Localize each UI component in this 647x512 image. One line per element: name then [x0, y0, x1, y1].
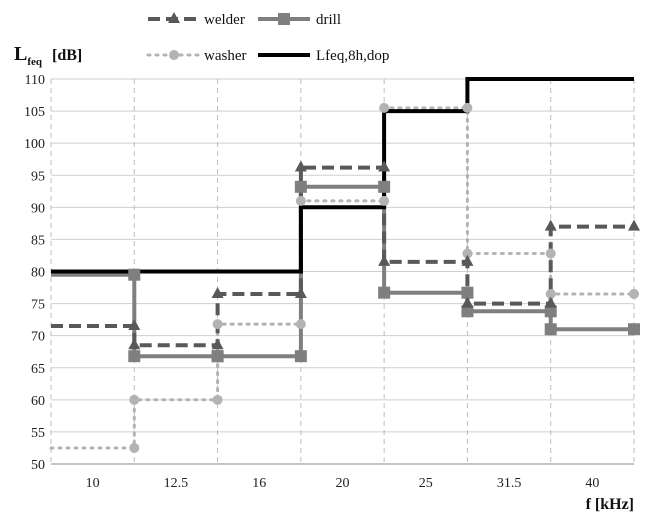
data-point-circle	[212, 394, 223, 405]
data-point-triangle	[128, 319, 141, 331]
y-axis-label-main: L	[14, 43, 27, 65]
series-lines	[49, 77, 636, 450]
x-tick-labels: 10 12.5 16 20 25 31.5 40	[86, 476, 600, 491]
series-line-lfeq-8h-dop	[51, 77, 634, 274]
data-point-triangle	[378, 160, 391, 172]
data-point-circle	[295, 319, 306, 330]
legend-marker	[278, 13, 290, 25]
data-point-triangle	[628, 219, 640, 231]
series-markers	[128, 102, 640, 453]
series-line-welder	[51, 165, 634, 348]
data-point-triangle	[461, 254, 474, 266]
data-point-circle	[462, 248, 473, 259]
x-tick-label: 40	[585, 476, 599, 491]
x-tick-label: 12.5	[164, 476, 189, 491]
x-tick-label: 16	[252, 476, 266, 491]
legend-label: washer	[204, 48, 246, 64]
y-tick-label: 110	[25, 73, 45, 88]
data-point-square	[211, 350, 224, 363]
data-point-square	[294, 180, 307, 193]
legend-label: welder	[204, 12, 245, 28]
data-point-triangle	[128, 338, 141, 350]
legend-label: drill	[316, 12, 341, 28]
data-point-circle	[295, 195, 306, 206]
data-point-square	[544, 305, 557, 318]
legend-marker	[169, 50, 179, 60]
legend-item: washer	[146, 48, 246, 64]
legend-label: Lfeq,8h,dop	[316, 48, 389, 64]
data-point-square	[294, 350, 307, 363]
y-tick-label: 70	[31, 330, 45, 345]
y-tick-label: 50	[31, 458, 45, 473]
y-tick-labels: 50 55 60 65 70 75 80 85 90 95 100 105 110	[24, 73, 45, 473]
x-tick-label: 20	[336, 476, 350, 491]
data-point-triangle	[461, 296, 474, 308]
data-point-square	[461, 305, 474, 318]
legend-item: welder	[148, 12, 245, 28]
y-tick-label: 60	[31, 394, 45, 409]
data-point-triangle	[211, 338, 224, 350]
y-axis-label-unit: [dB]	[52, 47, 82, 64]
data-point-triangle	[544, 296, 557, 308]
data-point-circle	[545, 288, 556, 299]
x-tick-label: 25	[419, 476, 433, 491]
y-tick-label: 90	[31, 201, 45, 216]
data-point-circle	[379, 102, 390, 113]
data-point-square	[128, 268, 141, 281]
data-point-circle	[629, 288, 639, 299]
data-point-triangle	[378, 254, 391, 266]
data-point-square	[628, 323, 640, 336]
legend: welder drill washer Lfeq,8h,dop	[146, 12, 389, 64]
y-tick-label: 85	[31, 233, 45, 248]
data-point-square	[378, 180, 391, 193]
data-point-circle	[379, 195, 390, 206]
data-point-triangle	[211, 286, 224, 298]
legend-marker	[168, 12, 180, 23]
data-point-triangle	[544, 219, 557, 231]
x-tick-label: 31.5	[497, 476, 522, 491]
y-tick-label: 105	[24, 105, 45, 120]
x-axis-label: f [kHz]	[586, 496, 634, 512]
y-tick-label: 55	[31, 426, 45, 441]
data-point-circle	[129, 442, 140, 453]
data-point-square	[544, 323, 557, 336]
y-tick-label: 100	[24, 137, 45, 152]
data-point-square	[128, 350, 141, 363]
legend-item: Lfeq,8h,dop	[258, 48, 389, 64]
y-axis-label: Lfeq [dB]	[14, 43, 82, 68]
y-tick-label: 95	[31, 169, 45, 184]
data-point-square	[378, 286, 391, 299]
data-point-triangle	[294, 286, 307, 298]
legend-item: drill	[258, 12, 341, 28]
x-tick-label: 10	[86, 476, 100, 491]
data-point-triangle	[294, 160, 307, 172]
y-axis-label-sub: feq	[27, 56, 43, 68]
data-point-circle	[212, 319, 223, 330]
data-point-circle	[129, 394, 140, 405]
data-point-circle	[545, 248, 556, 259]
series-line-washer	[49, 106, 636, 450]
data-point-circle	[462, 102, 473, 113]
y-tick-label: 75	[31, 298, 45, 313]
y-tick-label: 80	[31, 266, 45, 281]
y-tick-label: 65	[31, 362, 45, 377]
data-point-square	[461, 286, 474, 299]
